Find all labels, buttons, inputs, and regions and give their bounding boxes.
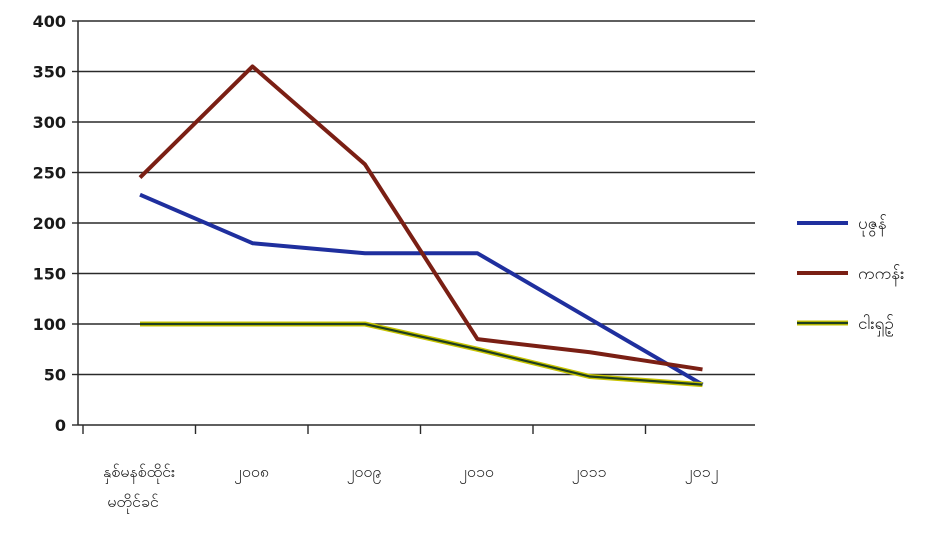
x-tick-label-line: ၂၀၁၀	[459, 462, 494, 484]
y-tick-label: 400	[33, 12, 66, 31]
y-tick-label: 200	[33, 214, 66, 233]
y-tick-label: 350	[33, 63, 66, 82]
legend-item: ကကန်း	[797, 264, 904, 287]
y-tick-label: 300	[33, 113, 66, 132]
y-tick-label: 250	[33, 164, 66, 183]
x-tick-label: ၂၀၁၂	[685, 462, 719, 484]
axes	[72, 20, 755, 434]
x-tick-label: နှစ်မနစ်ထိုင်းမတိုင်ခင်	[103, 462, 175, 514]
legend-item: ငါးရှဉ့်	[797, 313, 894, 337]
x-tick-label: ၂၀၁၁	[572, 462, 607, 484]
x-tick-label-line: ၂၀၀၈	[234, 462, 269, 484]
x-axis-tick-labels: နှစ်မနစ်ထိုင်းမတိုင်ခင် ၂၀၀၈ ၂၀၀၉ ၂၀၁၀ ၂၀၁၁ ၂…	[103, 462, 718, 514]
x-tick-label-line: ၂၀၁၂	[685, 462, 719, 484]
x-tick-label-line: ၂၀၀၉	[347, 462, 382, 484]
series-lines	[138, 64, 704, 388]
x-tick-label: ၂၀၀၈	[234, 462, 269, 484]
x-tick-label: ၂၀၁၀	[459, 462, 494, 484]
legend-label: ကကန်း	[858, 264, 904, 287]
y-tick-label: 100	[33, 315, 66, 334]
x-tick-label-line: နှစ်မနစ်ထိုင်း	[103, 462, 175, 484]
x-tick-label: ၂၀၀၉	[347, 462, 382, 484]
legend: ပုဇွန်ကကန်းငါးရှဉ့်	[797, 214, 904, 337]
legend-label: ငါးရှဉ့်	[858, 313, 894, 337]
y-tick-label: 150	[33, 265, 66, 284]
series-line	[138, 64, 703, 372]
y-axis-tick-labels: 0 50 100 150 200 250 300 350 400	[33, 12, 66, 435]
y-tick-label: 0	[55, 416, 66, 435]
series-line	[140, 322, 703, 386]
legend-item: ပုဇွန်	[797, 214, 887, 237]
series-2	[138, 64, 703, 372]
series-3	[140, 321, 703, 388]
x-tick-label-line: မတိုင်ခင်	[107, 492, 159, 514]
x-tick-label-line: ၂၀၁၁	[572, 462, 607, 484]
legend-label: ပုဇွန်	[858, 214, 887, 237]
grid-lines	[78, 20, 755, 376]
y-tick-label: 50	[44, 366, 66, 385]
